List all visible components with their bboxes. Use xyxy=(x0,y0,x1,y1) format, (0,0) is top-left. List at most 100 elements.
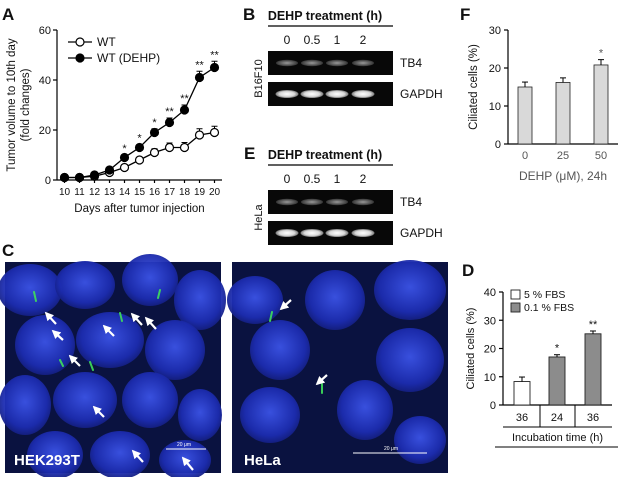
data-point xyxy=(209,62,220,73)
data-point xyxy=(74,172,85,183)
nucleus xyxy=(0,264,62,316)
arrow xyxy=(181,456,194,471)
y-tick-label: 0 xyxy=(495,139,501,151)
band-tb4 xyxy=(276,198,298,206)
band-label-tb4: TB4 xyxy=(400,195,422,209)
lane-label: 1 xyxy=(334,172,341,186)
x-tick-label: 17 xyxy=(164,187,176,198)
significance-mark: ** xyxy=(165,106,174,118)
nucleus xyxy=(227,276,283,324)
gel-e-hela: DEHP treatment (h) 0 0.5 1 2 TB4 GAPDH HeLa xyxy=(253,148,443,245)
x-tick-label: 11 xyxy=(74,187,85,198)
lane-label: 2 xyxy=(360,33,367,47)
gel-title: DEHP treatment (h) xyxy=(268,148,382,162)
significance-mark: * xyxy=(152,117,157,129)
y-tick-label: 40 xyxy=(39,75,51,87)
panel-label-c: C xyxy=(2,241,14,260)
cilium xyxy=(59,359,64,367)
y-tick-label: 20 xyxy=(484,344,496,356)
band-label-gapdh: GAPDH xyxy=(400,87,443,101)
micrograph-label-hek293t: HEK293T xyxy=(14,452,80,469)
chart-f-dehp-cilia: 0 10 20 30 Ciliated cells (%) 0 25 50 * DEHP (μM)… xyxy=(468,25,618,183)
cell-line-label: B16F10 xyxy=(253,59,265,98)
x-tick-label: 0 xyxy=(522,150,528,162)
y-tick-label: 10 xyxy=(489,101,501,113)
lane-label: 1 xyxy=(334,33,341,47)
band-tb4 xyxy=(326,59,348,67)
x-tick-label: 14 xyxy=(119,187,131,198)
legend-label: 0.1 % FBS xyxy=(524,302,574,314)
band-tb4 xyxy=(352,198,374,206)
panel-label-b: B xyxy=(243,5,255,24)
legend-label: WT (DEHP) xyxy=(97,51,160,65)
nucleus xyxy=(178,389,222,441)
nucleus xyxy=(376,328,444,392)
data-point xyxy=(59,172,70,183)
bar xyxy=(548,356,566,406)
band-gapdh xyxy=(351,90,375,98)
data-point xyxy=(164,117,175,128)
y-tick-label: 10 xyxy=(484,372,496,384)
band-gapdh xyxy=(275,90,299,98)
arrow xyxy=(131,449,144,463)
nucleus xyxy=(374,260,446,320)
data-point xyxy=(119,162,130,173)
x-axis-label: DEHP (μM), 24h xyxy=(519,169,607,183)
data-point xyxy=(194,130,205,140)
panel-label-f: F xyxy=(460,5,470,24)
nucleus xyxy=(53,372,117,428)
band-gapdh xyxy=(300,229,324,237)
band-label-tb4: TB4 xyxy=(400,56,422,70)
nucleus xyxy=(122,254,178,306)
panel-label-a: A xyxy=(2,5,14,24)
significance-mark: ** xyxy=(210,49,219,61)
cilium xyxy=(269,311,273,322)
data-point xyxy=(134,142,145,153)
arrow xyxy=(102,324,115,337)
significance-mark: ** xyxy=(195,59,204,71)
band-tb4 xyxy=(301,198,323,206)
nucleus xyxy=(0,375,51,435)
data-point xyxy=(179,105,190,115)
nucleus xyxy=(76,312,144,368)
scale-bar-label: 20 μm xyxy=(384,446,398,452)
y-tick-label: 40 xyxy=(484,287,496,299)
y-tick-label: 30 xyxy=(489,25,501,37)
band-tb4 xyxy=(301,59,323,67)
data-point xyxy=(104,165,115,175)
band-gapdh xyxy=(325,229,349,237)
scale-bar-label: 20 μm xyxy=(177,442,191,448)
band-label-gapdh: GAPDH xyxy=(400,226,443,240)
nucleus xyxy=(174,270,226,330)
x-tick-label: 24 xyxy=(551,412,563,424)
y-tick-label: 0 xyxy=(490,400,496,412)
gel-title: DEHP treatment (h) xyxy=(268,9,382,23)
data-point xyxy=(119,152,130,163)
arrow xyxy=(315,374,328,386)
significance-mark: * xyxy=(137,133,142,145)
data-point xyxy=(164,142,175,153)
lane-label: 2 xyxy=(360,172,367,186)
nucleus xyxy=(337,380,393,440)
data-point xyxy=(194,72,205,83)
cilium xyxy=(119,312,123,322)
y-tick-label: 20 xyxy=(489,63,501,75)
x-tick-label: 12 xyxy=(89,187,101,198)
data-point xyxy=(134,155,145,165)
bar xyxy=(513,381,531,406)
legend-marker xyxy=(75,53,85,63)
arrow xyxy=(92,405,105,418)
cell-line-label: HeLa xyxy=(253,203,265,230)
x-tick-label: 13 xyxy=(104,187,116,198)
bar xyxy=(593,64,609,145)
bar xyxy=(555,82,571,145)
nucleus xyxy=(240,387,300,443)
nucleus xyxy=(305,270,365,330)
x-axis-label: Days after tumor injection xyxy=(74,203,204,215)
bar xyxy=(517,86,533,145)
nucleus xyxy=(394,416,446,464)
nucleus xyxy=(27,431,83,477)
nucleus xyxy=(15,315,75,375)
data-point xyxy=(149,147,160,158)
